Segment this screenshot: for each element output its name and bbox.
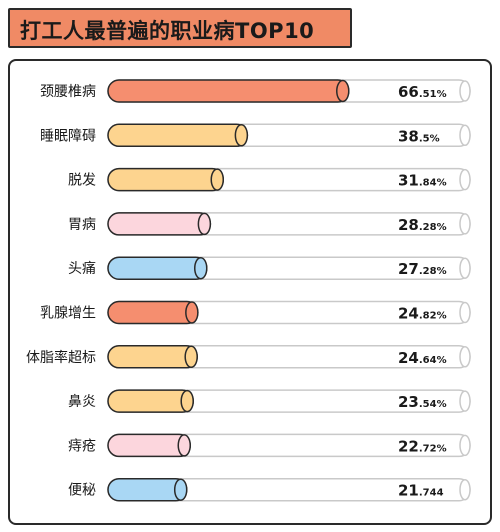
- bar-track-cap: [459, 346, 471, 368]
- bar-cap: [194, 256, 208, 280]
- bar-track-cap: [459, 80, 471, 102]
- value-label-decimal: .28%: [419, 222, 447, 233]
- value-label-decimal: .51%: [419, 89, 447, 100]
- category-label: 颈腰椎病: [40, 84, 96, 100]
- bar: [107, 123, 249, 148]
- bar: [107, 300, 199, 325]
- bar-track-cap: [459, 434, 471, 457]
- value-label-decimal: .72%: [419, 443, 447, 454]
- category-label: 睡眠障碍: [40, 128, 96, 144]
- category-label: 痔疮: [68, 437, 96, 454]
- bar-track-cap: [459, 124, 471, 147]
- title-banner: 打工人最普遍的职业病TOP10: [8, 8, 352, 48]
- bar: [107, 212, 212, 236]
- category-label: 体脂率超标: [26, 349, 96, 366]
- value-label-decimal: .5%: [419, 133, 440, 144]
- value-label-decimal: .82%: [419, 311, 447, 322]
- bar-cap: [197, 212, 212, 236]
- bar: [107, 256, 208, 280]
- bar-cap: [185, 301, 199, 324]
- bar-track-cap: [459, 478, 471, 501]
- value-label-decimal: .84%: [419, 178, 447, 189]
- category-label: 头痛: [68, 260, 96, 277]
- bar-track-cap: [459, 213, 471, 235]
- bar: [107, 79, 350, 103]
- bar-cap: [234, 124, 249, 147]
- bar-cap: [180, 389, 194, 413]
- chart-title: 打工人最普遍的职业病TOP10: [20, 19, 315, 43]
- category-label: 鼻炎: [68, 393, 96, 410]
- bar: [107, 389, 194, 413]
- bar: [107, 167, 225, 192]
- bar-track-cap: [459, 301, 471, 324]
- category-label: 乳腺增生: [40, 306, 96, 322]
- bar-cap: [173, 478, 188, 501]
- category-label: 脱发: [68, 173, 96, 189]
- value-label-decimal: .744: [419, 488, 444, 499]
- bar-track-cap: [459, 257, 471, 279]
- value-label-decimal: .64%: [419, 355, 447, 366]
- category-label: 胃病: [68, 217, 96, 233]
- bar-cap: [184, 345, 198, 369]
- bar-track-cap: [459, 168, 471, 191]
- bar-cap: [336, 79, 350, 103]
- bar-track-cap: [459, 390, 471, 412]
- bar-cap: [177, 434, 191, 457]
- category-label: 便秘: [68, 483, 96, 499]
- bar: [107, 345, 198, 369]
- value-label-decimal: .28%: [419, 266, 447, 277]
- bar-cap: [210, 168, 225, 191]
- value-label-decimal: .54%: [419, 399, 447, 410]
